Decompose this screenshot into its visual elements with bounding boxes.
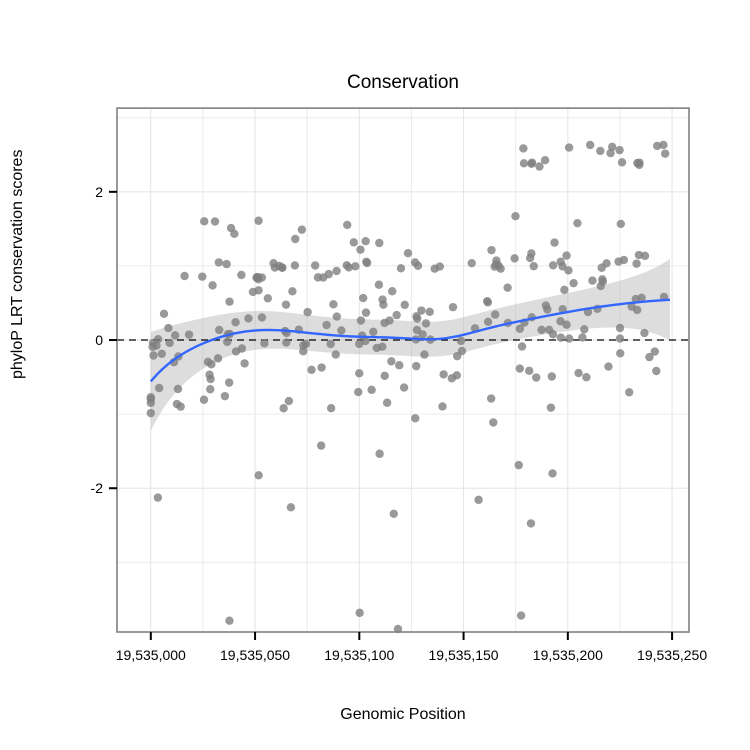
svg-text:19,535,150: 19,535,150 xyxy=(429,647,499,663)
svg-text:19,535,000: 19,535,000 xyxy=(116,647,186,663)
svg-text:19,535,050: 19,535,050 xyxy=(220,647,290,663)
svg-text:19,535,250: 19,535,250 xyxy=(637,647,707,663)
svg-text:19,535,100: 19,535,100 xyxy=(324,647,394,663)
svg-text:-2: -2 xyxy=(91,480,104,496)
svg-text:2: 2 xyxy=(95,184,103,200)
svg-text:19,535,200: 19,535,200 xyxy=(533,647,603,663)
svg-text:0: 0 xyxy=(95,332,103,348)
